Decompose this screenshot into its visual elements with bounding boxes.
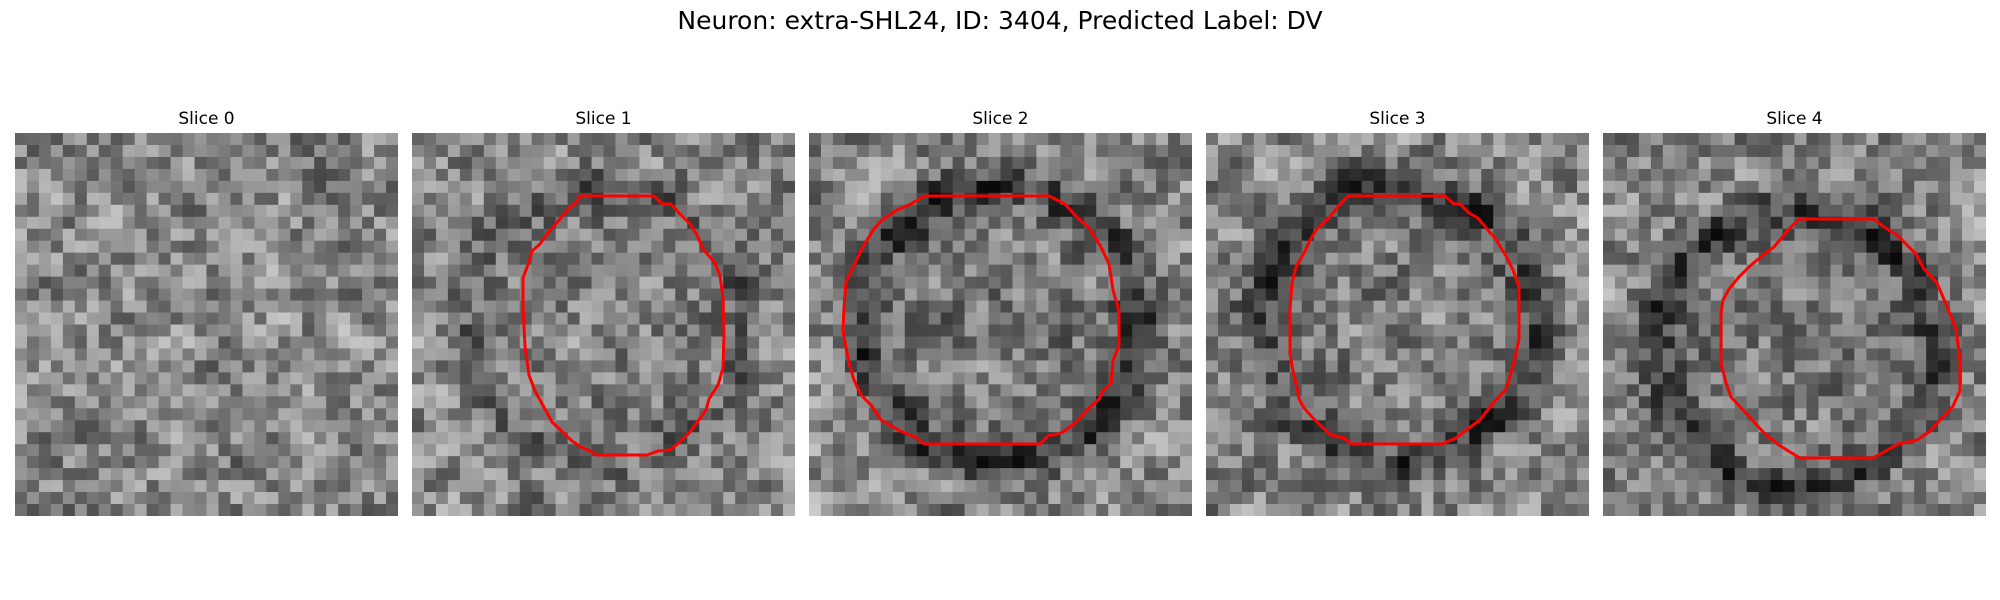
panel-title: Slice 4 — [1766, 109, 1823, 129]
figure-title: Neuron: extra-SHL24, ID: 3404, Predicted… — [677, 6, 1323, 35]
grayscale-texture — [1603, 133, 1986, 516]
slice-2-svg — [809, 133, 1192, 516]
grayscale-texture — [809, 133, 1192, 516]
slice-image — [15, 133, 398, 516]
panel-title: Slice 1 — [575, 109, 632, 129]
slice-3-svg — [1206, 133, 1589, 516]
slice-0-svg — [15, 133, 398, 516]
panel-title: Slice 0 — [178, 109, 235, 129]
slice-4-svg — [1603, 133, 1986, 516]
slice-image — [809, 133, 1192, 516]
roi-contour — [1719, 217, 1962, 460]
slice-image — [1603, 133, 1986, 516]
grayscale-texture — [15, 133, 398, 516]
panel-title: Slice 3 — [1369, 109, 1426, 129]
slice-image — [412, 133, 795, 516]
roi-contour — [521, 194, 726, 457]
slice-image — [1206, 133, 1589, 516]
grayscale-texture — [412, 133, 795, 516]
grayscale-texture — [1206, 133, 1589, 516]
panel-title: Slice 2 — [972, 109, 1029, 129]
roi-contour — [1288, 194, 1521, 446]
roi-contour — [841, 194, 1121, 446]
slice-1-svg — [412, 133, 795, 516]
